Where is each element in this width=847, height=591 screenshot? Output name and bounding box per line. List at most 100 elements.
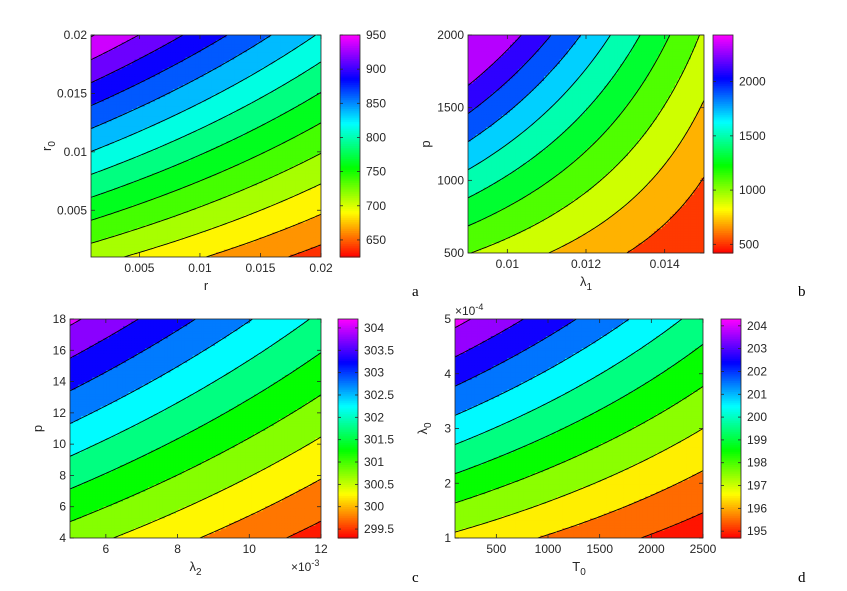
colorbar-tick-label: 500 — [739, 237, 759, 251]
colorbar-tick-label: 300 — [364, 500, 384, 514]
contour-line-b-4 — [468, 35, 641, 199]
x-axis-label: λ2 — [189, 559, 202, 578]
x-axis-label: T0 — [572, 559, 586, 578]
panel-label: a — [412, 284, 419, 300]
colorbar-tick-label: 650 — [366, 233, 386, 247]
colorbar-tick-label: 900 — [366, 62, 386, 76]
colorbar-tick-label: 304 — [364, 321, 384, 335]
colorbar-tick-label: 195 — [747, 524, 767, 538]
y-tick-label: 14 — [53, 375, 67, 389]
x-tick-label: 0.01 — [188, 261, 212, 275]
y-tick-label: 2000 — [437, 28, 464, 42]
contour-line-c-4 — [70, 352, 321, 490]
contour-line-a-11 — [91, 35, 139, 61]
contour-line-a-3 — [91, 152, 321, 244]
panel-a-axes — [90, 34, 322, 258]
contour-line-b-3 — [468, 35, 671, 227]
x-tick-label: 1500 — [586, 542, 613, 556]
panel-c: 6 8 10 12 4 6 8 10 12 14 16 18 λ2 p ×10-3 299.5 300 300.5… — [30, 312, 419, 586]
contour-line-c-7 — [70, 319, 196, 392]
y-tick-label: 0.01 — [64, 145, 88, 159]
colorbar-tick-label: 950 — [366, 28, 386, 42]
y-tick-label: 500 — [444, 246, 464, 260]
contour-line-d-5 — [455, 319, 683, 445]
x-tick-label: 2500 — [690, 542, 717, 556]
y-tick-label: 0.02 — [64, 28, 88, 42]
x-axis-label: r — [204, 278, 209, 293]
x-tick-label: 6 — [103, 542, 110, 556]
y-tick-label: 8 — [59, 468, 66, 482]
colorbar-tick-label: 850 — [366, 96, 386, 110]
colorbar-tick-label: 301 — [364, 455, 384, 469]
y-tick-label: 10 — [53, 437, 67, 451]
contour-line-c-5 — [70, 319, 310, 457]
colorbar-tick-label: 302 — [364, 410, 384, 424]
contour-line-a-6 — [91, 61, 321, 175]
colorbar-tick-label: 202 — [747, 364, 767, 378]
x-tick-label: 0.005 — [124, 261, 154, 275]
colorbar-tick-label: 302.5 — [364, 388, 394, 402]
y-tick-label: 3 — [444, 422, 451, 436]
y-axis-label: λ0 — [415, 422, 434, 435]
colorbar-d: 195 196 197 198 199 200 201 202 203 204 — [720, 318, 767, 539]
colorbar-b: 500 1000 1500 2000 — [712, 34, 766, 254]
colorbar-tick-label: 200 — [747, 410, 767, 424]
contour-line-b-7 — [468, 35, 552, 114]
contour-line-d-3 — [455, 386, 703, 504]
contour-line-d-4 — [455, 343, 703, 475]
contour-line-c-6 — [70, 319, 253, 425]
colorbar-tick-label: 198 — [747, 456, 767, 470]
colorbar-tick-label: 2000 — [739, 75, 766, 89]
y-tick-label: 18 — [53, 312, 67, 326]
contour-line-c-1 — [199, 478, 321, 538]
panel-c-axes — [69, 318, 322, 539]
y-multiplier: ×10-4 — [455, 302, 483, 318]
colorbar-tick-label: 204 — [747, 319, 767, 333]
contour-line-d-2 — [455, 428, 703, 533]
y-tick-label: 1000 — [437, 173, 464, 187]
colorbar-tick-label: 196 — [747, 501, 767, 515]
contour-line-a-9 — [91, 35, 228, 107]
panel-b: 0.01 0.012 0.014 500 1000 1500 2000 λ1 p 500 1000 1… — [418, 28, 806, 300]
y-tick-label: 4 — [444, 367, 451, 381]
x-tick-label: 0.01 — [496, 257, 520, 271]
contour-line-d-8 — [455, 319, 524, 358]
y-tick-label: 0.015 — [57, 86, 87, 100]
colorbar-tick-label: 800 — [366, 130, 386, 144]
contour-line-b-5 — [468, 35, 611, 171]
y-tick-label: 4 — [59, 531, 66, 545]
colorbar-c: 299.5 300 300.5 301 301.5 302 302.5 303 303.5 304 — [337, 318, 394, 539]
x-tick-label: 500 — [486, 542, 506, 556]
contour-line-a-1 — [205, 213, 321, 257]
colorbar-tick-label: 203 — [747, 342, 767, 356]
colorbar-tick-label: 301.5 — [364, 433, 394, 447]
colorbar-tick-label: 197 — [747, 479, 767, 493]
colorbar-tick-label: 199 — [747, 433, 767, 447]
colorbar-tick-label: 1000 — [739, 183, 766, 197]
y-tick-label: 12 — [53, 406, 67, 420]
colorbar-tick-label: 299.5 — [364, 522, 394, 536]
panel-a-fill — [91, 35, 321, 257]
panel-c-fill — [70, 319, 321, 538]
y-tick-label: 1500 — [437, 101, 464, 115]
y-tick-label: 16 — [53, 343, 67, 357]
x-tick-label: 2000 — [638, 542, 665, 556]
contour-line-a-2 — [123, 183, 321, 257]
panel-label: c — [412, 570, 419, 586]
x-tick-label: 8 — [174, 542, 181, 556]
x-tick-label: 0.02 — [309, 261, 333, 275]
contour-line-d-9 — [455, 319, 472, 329]
x-tick-label: 10 — [243, 542, 257, 556]
contour-line-a-8 — [91, 35, 272, 129]
contour-line-b-8 — [468, 35, 522, 86]
colorbar-tick-label: 750 — [366, 165, 386, 179]
y-axis-label: p — [418, 140, 433, 147]
panel-a: 0.005 0.01 0.015 0.02 0.005 0.01 0.015 0.02 r r0 6… — [39, 28, 419, 300]
x-tick-label: 0.014 — [650, 257, 680, 271]
contour-line-c-2 — [113, 436, 321, 538]
panel-b-fill — [468, 35, 704, 253]
panel-label: b — [798, 284, 806, 300]
x-multiplier: ×10-3 — [291, 558, 319, 574]
panel-label: d — [798, 570, 806, 586]
